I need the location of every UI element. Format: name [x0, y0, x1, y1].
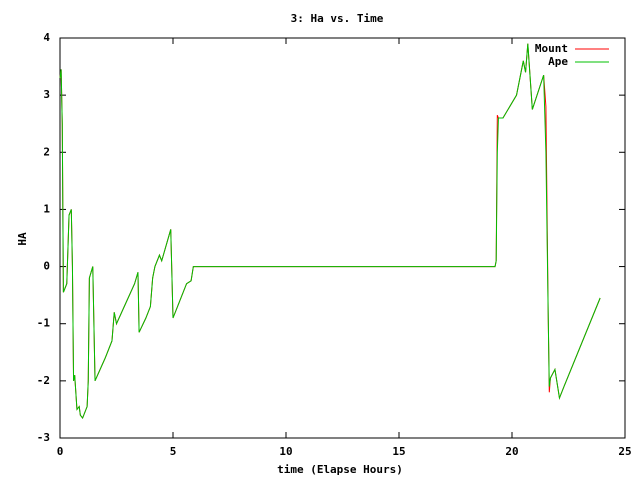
legend-label: Ape [548, 55, 568, 68]
data-line [59, 43, 601, 419]
y-tick-label: -2 [37, 374, 50, 387]
x-tick-label: 10 [279, 445, 292, 458]
y-tick-label: -1 [37, 317, 51, 330]
y-tick-label: 4 [43, 31, 50, 44]
y-tick-label: -3 [37, 431, 50, 444]
x-tick-label: 20 [505, 445, 518, 458]
x-axis-label: time (Elapse Hours) [277, 463, 403, 476]
plot-frame [59, 37, 626, 439]
x-tick-label: 5 [170, 445, 177, 458]
y-axis-label: HA [16, 232, 29, 246]
data-line [59, 43, 601, 419]
y-tick-label: 0 [43, 260, 50, 273]
legend-label: Mount [535, 42, 568, 55]
y-tick-label: 1 [43, 202, 50, 215]
x-tick-label: 15 [392, 445, 405, 458]
x-tick-label: 25 [618, 445, 631, 458]
y-tick-label: 3 [43, 88, 50, 101]
x-tick-label: 0 [57, 445, 64, 458]
chart-title: 3: Ha vs. Time [291, 12, 384, 25]
y-tick-label: 2 [43, 145, 50, 158]
